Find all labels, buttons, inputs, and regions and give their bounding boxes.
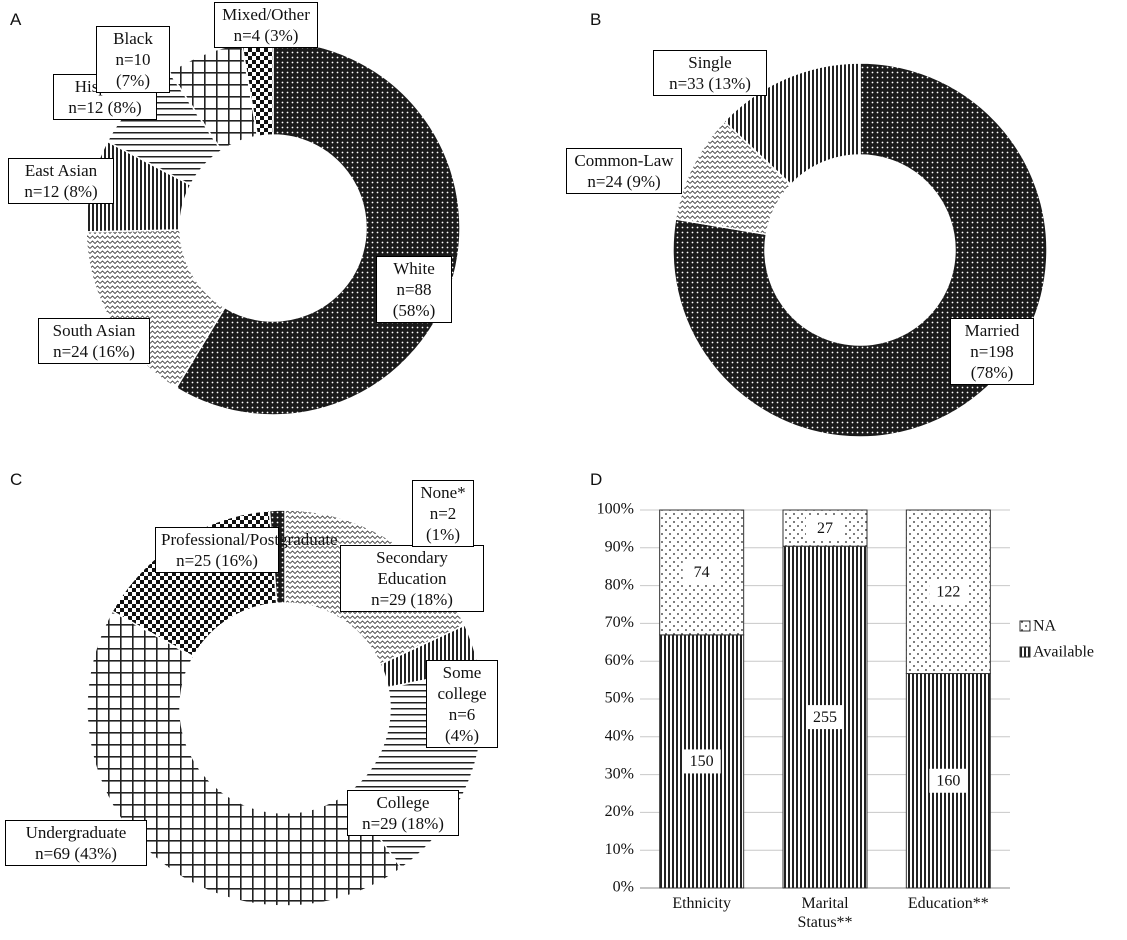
category-label: Mixed/Other — [222, 5, 310, 24]
value-label: n=12 (8%) — [24, 182, 98, 201]
y-tick-label: 70% — [605, 614, 634, 631]
value-label: 74 — [694, 564, 710, 581]
category-label: White — [393, 259, 435, 278]
y-tick-label: 100% — [597, 501, 634, 518]
y-tick-label: 50% — [605, 690, 634, 707]
value-label: n=33 (13%) — [669, 74, 751, 93]
panel-label: D — [590, 470, 603, 489]
y-tick-label: 80% — [605, 576, 634, 593]
slice-label: Undergraduate n=69 (43%) — [5, 820, 147, 866]
x-tick-label: Ethnicity — [672, 895, 731, 912]
value-label: n=69 (43%) — [35, 844, 117, 863]
value-label: n=88 (58%) — [392, 280, 436, 320]
value-label-box — [682, 560, 721, 585]
y-tick-label: 40% — [605, 727, 634, 744]
legend-swatch — [1019, 646, 1031, 658]
category-label: Secondary Education — [376, 548, 448, 588]
category-label: Married — [964, 321, 1020, 340]
slice-label: Some college n=6 (4%) — [426, 660, 498, 748]
value-label: 122 — [936, 583, 960, 600]
slice-label: Secondary Education n=29 (18%) — [340, 545, 484, 612]
value-label: n=24 (9%) — [587, 172, 661, 191]
value-label: n=2 (1%) — [426, 504, 460, 544]
category-label: Undergraduate — [25, 823, 127, 842]
value-label: n=29 (18%) — [371, 590, 453, 609]
value-label-box — [682, 749, 721, 774]
value-label: n=24 (16%) — [53, 342, 135, 361]
category-label: None* — [420, 483, 466, 502]
slice-label: Common-Law n=24 (9%) — [566, 148, 682, 194]
value-label-box — [929, 579, 968, 604]
category-label: Common-Law — [574, 151, 674, 170]
y-tick-label: 20% — [605, 803, 634, 820]
legend-swatch — [1019, 620, 1031, 632]
y-tick-label: 30% — [605, 765, 634, 782]
panel-label: A — [10, 10, 22, 29]
value-label: n=12 (8%) — [68, 98, 142, 117]
slice-label: Married n=198 (78%) — [950, 318, 1034, 385]
category-label: South Asian — [52, 321, 136, 340]
value-label: 150 — [690, 753, 714, 770]
value-label: n=10 (7%) — [115, 50, 151, 90]
y-tick-label: 60% — [605, 652, 634, 669]
slice-label: Single n=33 (13%) — [653, 50, 767, 96]
category-label: Single — [688, 53, 732, 72]
slice-label: College n=29 (18%) — [347, 790, 459, 836]
slice-label: East Asian n=12 (8%) — [8, 158, 114, 204]
value-label: 255 — [813, 709, 837, 726]
x-tick-label: Marital Status** — [797, 895, 853, 931]
y-tick-label: 0% — [613, 879, 634, 896]
y-tick-label: 10% — [605, 841, 634, 858]
slice-label: Black n=10 (7%) — [96, 26, 170, 93]
slice-label: Professional/Postgraduate n=25 (16%) — [155, 527, 338, 573]
value-label-box — [806, 705, 844, 730]
value-label: n=29 (18%) — [362, 814, 444, 833]
x-tick-label: Education** — [907, 895, 989, 912]
value-label: n=198 (78%) — [970, 342, 1014, 382]
slice-label: South Asian n=24 (16%) — [38, 318, 150, 364]
category-label: Some college — [437, 663, 487, 703]
value-label: n=25 (16%) — [176, 551, 258, 570]
value-label: 27 — [817, 520, 833, 537]
panel-label: B — [590, 10, 602, 29]
value-label: n=4 (3%) — [233, 26, 299, 45]
slice-label: Mixed/Other n=4 (3%) — [214, 2, 318, 48]
slice — [86, 610, 403, 907]
legend-label: Available — [1033, 644, 1094, 661]
category-label: Professional/Postgraduate — [161, 530, 338, 549]
category-label: Black — [113, 29, 153, 48]
value-label: 160 — [936, 772, 960, 789]
value-label-box — [929, 768, 968, 793]
panel-label: C — [10, 470, 23, 489]
slice-label: White n=88 (58%) — [376, 256, 452, 323]
category-label: East Asian — [24, 161, 98, 180]
value-label-box — [806, 516, 844, 541]
y-tick-label: 90% — [605, 538, 634, 555]
legend-label: NA — [1033, 618, 1057, 635]
value-label: n=6 (4%) — [445, 705, 479, 745]
category-label: College — [376, 793, 430, 812]
slice-label: None* n=2 (1%) — [412, 480, 474, 547]
